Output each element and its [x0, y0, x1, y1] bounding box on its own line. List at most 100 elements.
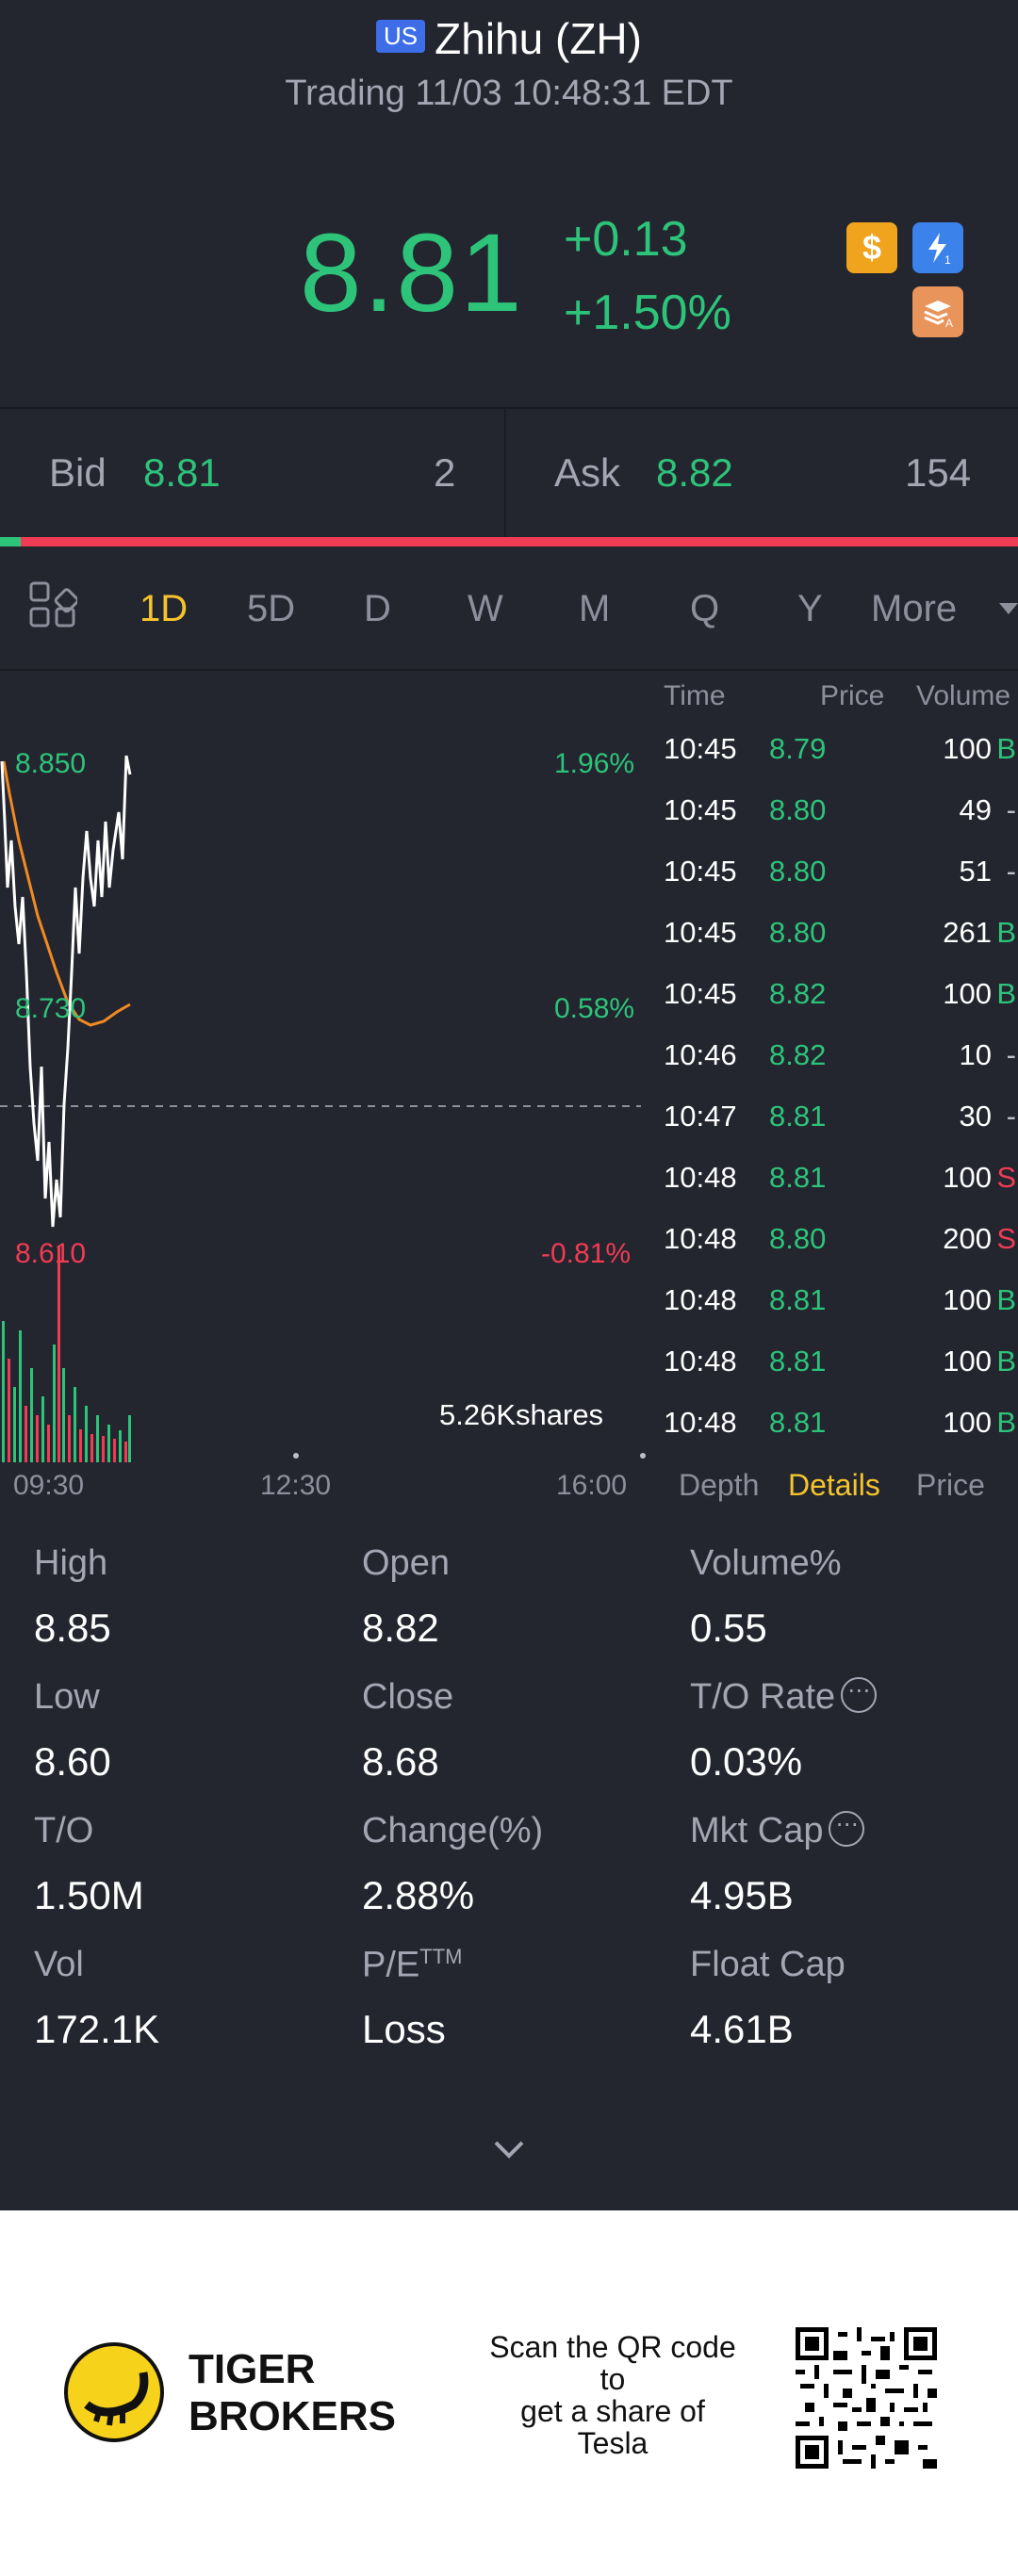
tab-q[interactable]: Q — [690, 588, 720, 629]
trade-price: 8.81 — [769, 1100, 827, 1133]
stat-value-close: 8.68 — [362, 1739, 439, 1784]
promo-footer: TIGER BROKERS Scan the QR code to get a … — [0, 2210, 1018, 2576]
more-info-icon[interactable]: ⋯ — [841, 1676, 878, 1713]
stat-label-low: Low — [34, 1677, 100, 1717]
trade-time: 10:45 — [664, 732, 737, 765]
stat-value-open: 8.82 — [362, 1606, 439, 1650]
trade-row: 10:48 8.81 100 B — [650, 1406, 1018, 1467]
tab-more[interactable]: More — [871, 588, 958, 629]
trade-row: 10:45 8.80 261 B — [650, 916, 1018, 977]
qr-instructions: Scan the QR code to get a share of Tesla — [471, 2331, 754, 2459]
trade-row: 10:48 8.80 200 S — [650, 1222, 1018, 1283]
mkt-cap-text: Mkt Cap — [690, 1811, 824, 1850]
trade-price: 8.80 — [769, 793, 827, 826]
trade-volume: 100 — [943, 1345, 992, 1378]
ask-price: 8.82 — [656, 450, 733, 495]
trade-direction-flag: - — [1006, 1038, 1016, 1071]
brand-line1: TIGER — [189, 2346, 316, 2392]
trade-details-panel[interactable]: Time Price Volume 10:45 8.79 100 B 10:45 8.80… — [650, 671, 1018, 1502]
bid-ask-bar[interactable]: Bid 8.81 2 Ask 8.82 154 — [0, 407, 1018, 539]
trade-time: 10:45 — [664, 977, 737, 1010]
chart-volume-label: 5.26Kshares — [439, 1398, 604, 1431]
tab-details[interactable]: Details — [788, 1468, 880, 1502]
chart-mid-pct: 0.58% — [554, 993, 635, 1024]
scan-line: get a share of — [520, 2394, 705, 2428]
bid-ratio-fill — [0, 537, 21, 546]
scan-line: Scan the QR code — [489, 2330, 736, 2364]
bid-ask-ratio-bar — [0, 537, 1018, 546]
volume-bars — [2, 1246, 131, 1462]
trade-volume: 100 — [943, 1406, 992, 1439]
chart-mid-price: 8.730 — [15, 993, 87, 1024]
trade-row: 10:47 8.81 30- — [650, 1100, 1018, 1161]
bid-price: 8.81 — [143, 450, 221, 495]
trade-time: 10:48 — [664, 1406, 737, 1439]
stock-title: Zhihu (ZH) — [435, 14, 642, 63]
trade-price: 8.82 — [769, 1038, 827, 1071]
stat-label-vol: Vol — [34, 1945, 84, 1984]
col-header-time: Time — [664, 680, 726, 711]
tab-y[interactable]: Y — [797, 588, 823, 629]
stat-label-to: T/O — [34, 1811, 94, 1850]
trade-row: 10:48 8.81 100 S — [650, 1161, 1018, 1222]
trade-price: 8.81 — [769, 1283, 827, 1316]
tab-w[interactable]: W — [468, 588, 503, 629]
tiger-logo-icon — [64, 2342, 164, 2442]
stat-value-to-rate: 0.03% — [690, 1739, 803, 1784]
more-info-icon[interactable]: ⋯ — [829, 1810, 865, 1847]
trade-volume: 30 — [959, 1100, 992, 1133]
intraday-chart[interactable]: 8.850 1.96% 8.730 0.58% 8.610 -0.81% 5.2… — [0, 671, 650, 1501]
brand-name: TIGER BROKERS — [189, 2346, 396, 2440]
chart-high-price: 8.850 — [15, 748, 87, 779]
trade-price: 8.82 — [769, 977, 827, 1010]
chevron-down-icon[interactable] — [999, 603, 1018, 621]
trade-price: 8.81 — [769, 1345, 827, 1378]
trade-price: 8.81 — [769, 1161, 827, 1194]
tab-depth[interactable]: Depth — [679, 1468, 760, 1502]
trade-row: 10:45 8.80 49- — [650, 793, 1018, 855]
chart-layout-icon[interactable] — [28, 580, 79, 634]
trade-row: 10:48 8.81 100 B — [650, 1283, 1018, 1345]
chart-low-pct: -0.81% — [541, 1238, 632, 1269]
scan-line: Tesla — [577, 2426, 649, 2460]
chart-low-price: 8.610 — [15, 1238, 87, 1269]
lightning-level1-icon[interactable]: 1 — [912, 222, 963, 273]
trade-direction-flag: B — [996, 977, 1016, 1010]
expand-chevron-icon[interactable] — [490, 2131, 528, 2169]
stat-value-float-cap: 4.61B — [690, 2007, 794, 2051]
tab-5d[interactable]: 5D — [247, 588, 296, 629]
trade-direction-flag: B — [996, 916, 1016, 949]
col-header-price: Price — [820, 680, 885, 711]
tab-price[interactable]: Price — [916, 1468, 985, 1502]
trade-time: 10:45 — [664, 855, 737, 888]
trade-direction-flag: B — [996, 1406, 1016, 1439]
stock-title-row: US Zhihu (ZH) — [0, 13, 1018, 64]
trade-time: 10:46 — [664, 1038, 737, 1071]
trade-row: 10:48 8.81 100 B — [650, 1345, 1018, 1406]
tab-m[interactable]: M — [579, 588, 611, 629]
trade-time: 10:48 — [664, 1222, 737, 1255]
time-label: 09:30 — [13, 1470, 85, 1501]
stat-value-low: 8.60 — [34, 1739, 111, 1784]
trade-direction-flag: - — [1006, 855, 1016, 888]
chart-high-pct: 1.96% — [554, 748, 635, 779]
bid-size: 2 — [434, 450, 456, 495]
trade-row: 10:45 8.79 100 B — [650, 732, 1018, 793]
tab-1d[interactable]: 1D — [140, 588, 189, 629]
dollar-icon[interactable]: $ — [846, 222, 897, 273]
svg-text:A: A — [945, 317, 953, 330]
time-label: 16:00 — [556, 1470, 628, 1501]
stack-a-icon[interactable]: A — [912, 286, 963, 337]
stat-label-volume-pct: Volume% — [690, 1543, 842, 1583]
trade-volume: 100 — [943, 1283, 992, 1316]
tab-d[interactable]: D — [364, 588, 391, 629]
stat-value-pe: Loss — [362, 2007, 446, 2051]
trade-direction-flag: - — [1006, 1100, 1016, 1133]
trade-time: 10:45 — [664, 793, 737, 826]
stat-value-change-pct: 2.88% — [362, 1873, 475, 1917]
ask-size: 154 — [905, 450, 972, 495]
trade-time: 10:45 — [664, 916, 737, 949]
col-header-volume: Volume — [916, 680, 1011, 711]
pe-text: P/E — [362, 1945, 420, 1985]
svg-text:1: 1 — [944, 253, 951, 267]
